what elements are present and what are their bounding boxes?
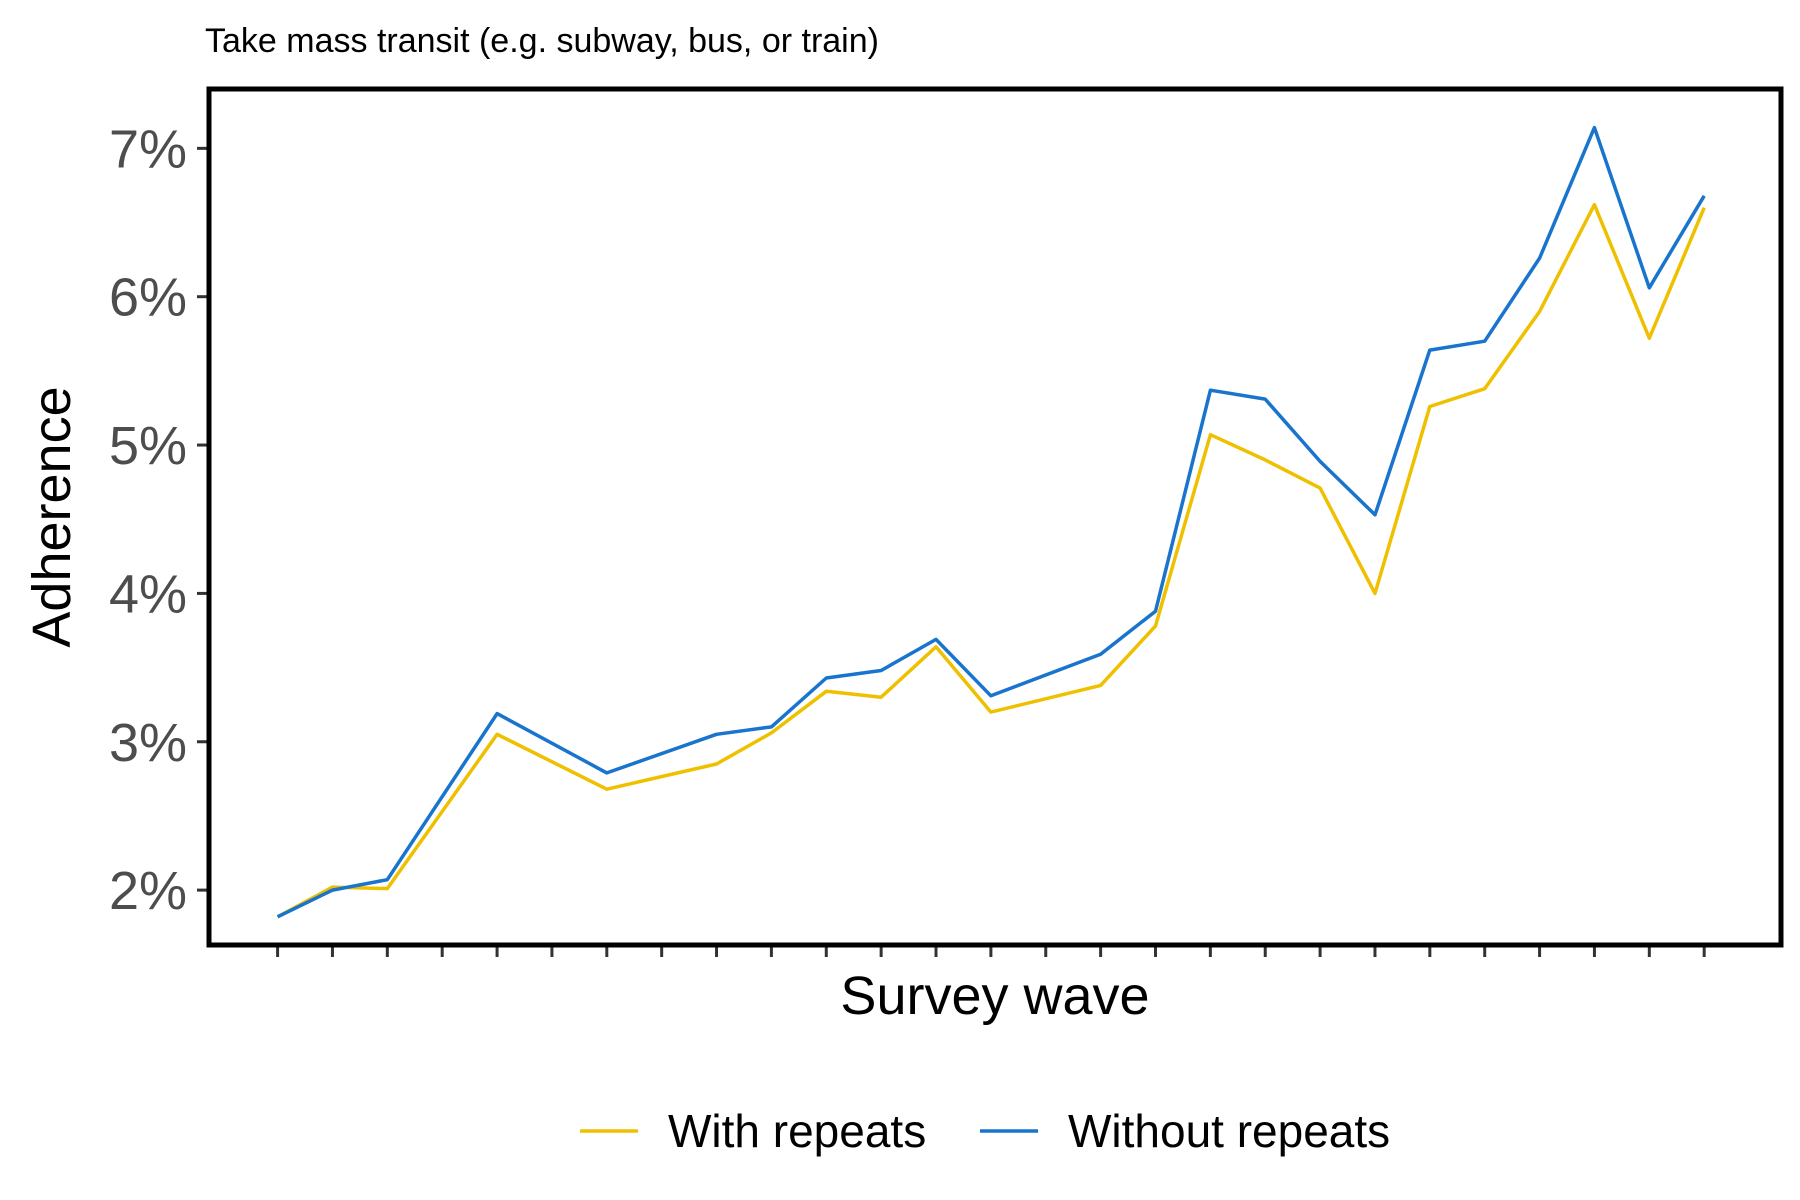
y-tick-label: 3% — [109, 713, 187, 773]
y-tick-label: 7% — [109, 119, 187, 179]
x-axis-title: Survey wave — [840, 966, 1149, 1026]
legend-label: With repeats — [668, 1105, 926, 1157]
plot-panel-border — [206, 86, 1784, 948]
legend-label: Without repeats — [1068, 1105, 1390, 1157]
series-line-with-repeats — [276, 202, 1706, 919]
y-axis: 2% 3% 4% 5% 6% 7% — [109, 119, 209, 921]
legend: With repeats Without repeats — [580, 1105, 1390, 1157]
series-group — [276, 125, 1706, 919]
y-tick-label: 5% — [109, 416, 187, 476]
chart-title: Take mass transit (e.g. subway, bus, or … — [205, 22, 879, 60]
y-tick-label: 4% — [109, 564, 187, 624]
y-tick-label: 2% — [109, 861, 187, 921]
y-axis-title: Adherence — [22, 386, 82, 647]
series-line-without-repeats — [276, 125, 1706, 919]
y-tick-label: 6% — [109, 268, 187, 328]
